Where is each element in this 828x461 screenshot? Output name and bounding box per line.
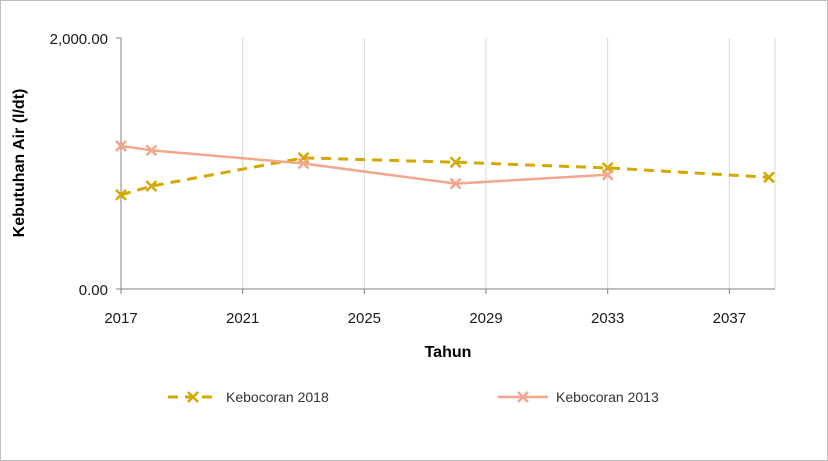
data-point bbox=[297, 157, 310, 170]
legend-label: Kebocoran 2018 bbox=[226, 389, 329, 405]
series-kebocoran-2018 bbox=[115, 151, 775, 201]
marker-stroke bbox=[449, 156, 462, 169]
tick-labels: 0.00 2,000.00 2017 2021 2025 2029 2033 2037 bbox=[50, 31, 746, 327]
data-point bbox=[115, 140, 127, 152]
x-tick-label: 2037 bbox=[713, 310, 746, 327]
y-axis-title: Kebutuhan Air (l/dt) bbox=[11, 89, 28, 238]
marker-stroke bbox=[187, 391, 199, 403]
series-line bbox=[120, 156, 770, 197]
series-layer bbox=[115, 140, 775, 201]
data-point bbox=[145, 180, 158, 192]
x-tick-label: 2033 bbox=[591, 310, 624, 327]
legend: Kebocoran 2018 Kebocoran 2013 bbox=[168, 389, 659, 405]
data-point bbox=[763, 171, 775, 184]
y-tick-label: 0.00 bbox=[79, 282, 108, 299]
data-point bbox=[601, 168, 614, 181]
x-axis-title: Tahun bbox=[425, 344, 472, 361]
data-point bbox=[449, 177, 462, 190]
marker-stroke bbox=[449, 177, 462, 190]
marker-stroke bbox=[145, 144, 158, 157]
x-tick-label: 2017 bbox=[104, 310, 137, 327]
y-tick-label: 2,000.00 bbox=[50, 31, 108, 48]
data-point bbox=[449, 156, 462, 169]
axes bbox=[116, 37, 775, 294]
marker-stroke bbox=[115, 188, 127, 201]
marker-stroke bbox=[763, 171, 775, 184]
x-tick-label: 2021 bbox=[226, 310, 259, 327]
data-point bbox=[145, 144, 158, 157]
x-tick-label: 2025 bbox=[348, 310, 381, 327]
legend-swatch-marker bbox=[517, 391, 529, 403]
legend-swatch-marker bbox=[187, 391, 199, 403]
grid-lines bbox=[242, 38, 776, 289]
marker-stroke bbox=[517, 391, 529, 403]
marker-stroke bbox=[297, 157, 310, 170]
x-tick-label: 2029 bbox=[469, 310, 502, 327]
data-point bbox=[115, 188, 127, 201]
marker-stroke bbox=[601, 168, 614, 181]
legend-item: Kebocoran 2018 bbox=[168, 389, 329, 405]
legend-label: Kebocoran 2013 bbox=[556, 389, 659, 405]
marker-stroke bbox=[145, 180, 158, 192]
marker-stroke bbox=[115, 140, 127, 152]
series-kebocoran-2013 bbox=[115, 140, 614, 190]
legend-item: Kebocoran 2013 bbox=[498, 389, 659, 405]
